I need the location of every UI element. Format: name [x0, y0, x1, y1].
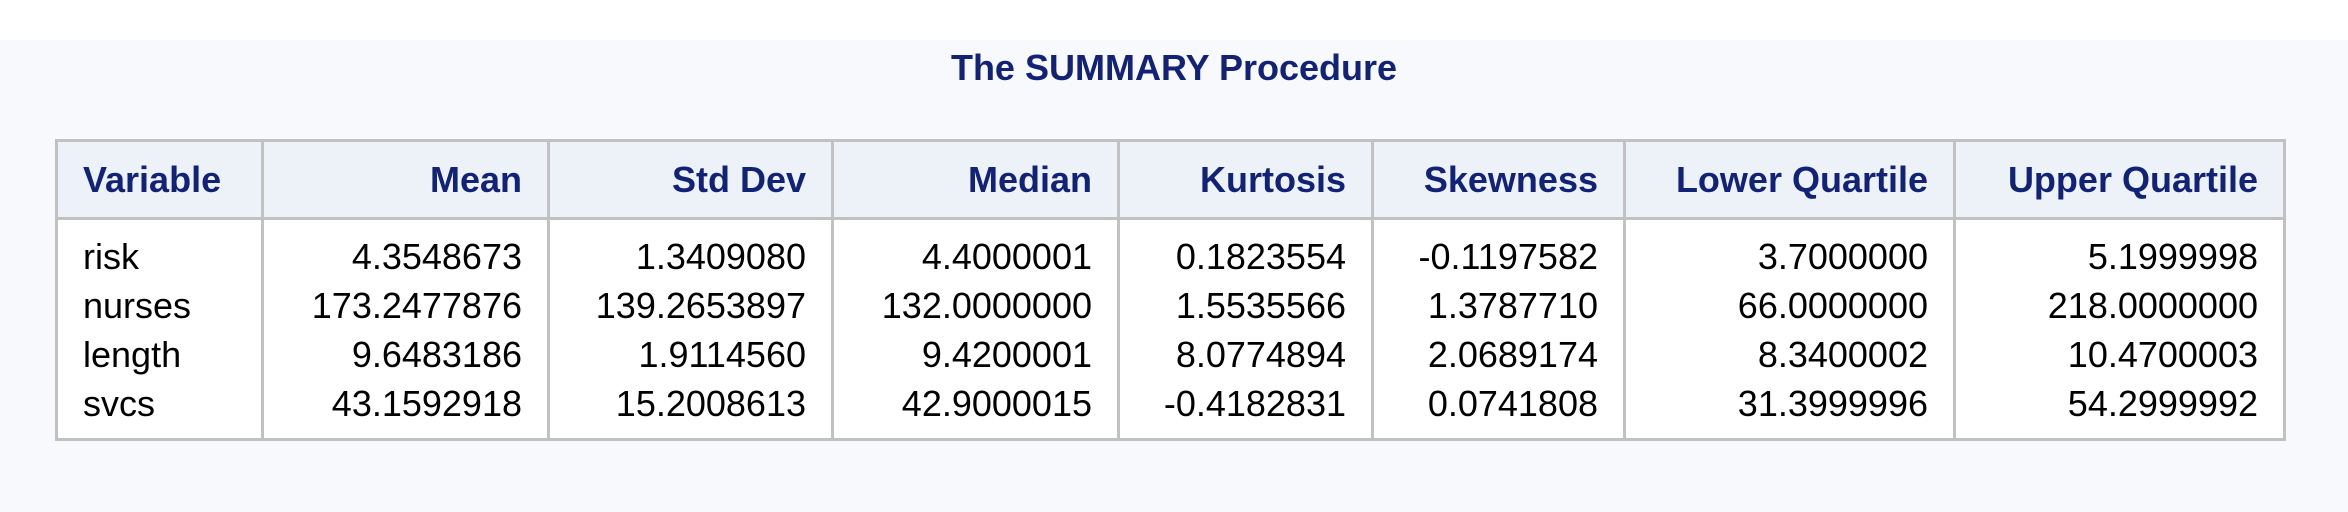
row-variable: risk — [55, 218, 264, 281]
cell-upper-quartile: 10.4700003 — [1953, 330, 2286, 379]
cell-lower-quartile: 8.3400002 — [1623, 330, 1956, 379]
header-median: Median — [831, 140, 1120, 220]
summary-table-container: Variable Mean Std Dev Median Kurtosis Sk… — [55, 139, 2286, 441]
cell-std-dev: 1.3409080 — [547, 218, 834, 281]
cell-kurtosis: 0.1823554 — [1117, 218, 1374, 281]
cell-skewness: 0.0741808 — [1371, 379, 1626, 440]
cell-upper-quartile: 218.0000000 — [1953, 281, 2286, 330]
cell-mean: 43.1592918 — [261, 379, 550, 440]
table-row: svcs 43.1592918 15.2008613 42.9000015 -0… — [55, 379, 2286, 440]
cell-std-dev: 15.2008613 — [547, 379, 834, 440]
cell-std-dev: 139.2653897 — [547, 281, 834, 330]
table-row: length 9.6483186 1.9114560 9.4200001 8.0… — [55, 330, 2286, 379]
cell-upper-quartile: 5.1999998 — [1953, 218, 2286, 281]
cell-kurtosis: -0.4182831 — [1117, 379, 1374, 440]
cell-mean: 9.6483186 — [261, 330, 550, 379]
cell-skewness: 2.0689174 — [1371, 330, 1626, 379]
header-upper-quartile: Upper Quartile — [1953, 140, 2286, 220]
procedure-title: The SUMMARY Procedure — [950, 47, 1398, 88]
cell-skewness: 1.3787710 — [1371, 281, 1626, 330]
row-variable: nurses — [55, 281, 264, 330]
cell-mean: 4.3548673 — [261, 218, 550, 281]
cell-kurtosis: 8.0774894 — [1117, 330, 1374, 379]
header-mean: Mean — [261, 140, 550, 220]
cell-median: 9.4200001 — [831, 330, 1120, 379]
header-variable: Variable — [55, 140, 264, 220]
header-row: Variable Mean Std Dev Median Kurtosis Sk… — [55, 140, 2286, 220]
cell-skewness: -0.1197582 — [1371, 218, 1626, 281]
cell-lower-quartile: 3.7000000 — [1623, 218, 1956, 281]
cell-lower-quartile: 66.0000000 — [1623, 281, 1956, 330]
header-skewness: Skewness — [1371, 140, 1626, 220]
row-variable: length — [55, 330, 264, 379]
cell-median: 42.9000015 — [831, 379, 1120, 440]
summary-table: Variable Mean Std Dev Median Kurtosis Sk… — [55, 139, 2286, 441]
cell-lower-quartile: 31.3999996 — [1623, 379, 1956, 440]
cell-median: 132.0000000 — [831, 281, 1120, 330]
cell-kurtosis: 1.5535566 — [1117, 281, 1374, 330]
header-std-dev: Std Dev — [547, 140, 834, 220]
row-variable: svcs — [55, 379, 264, 440]
cell-median: 4.4000001 — [831, 218, 1120, 281]
table-row: risk 4.3548673 1.3409080 4.4000001 0.182… — [55, 218, 2286, 281]
table-row: nurses 173.2477876 139.2653897 132.00000… — [55, 281, 2286, 330]
cell-upper-quartile: 54.2999992 — [1953, 379, 2286, 440]
header-kurtosis: Kurtosis — [1117, 140, 1374, 220]
cell-std-dev: 1.9114560 — [547, 330, 834, 379]
cell-mean: 173.2477876 — [261, 281, 550, 330]
header-lower-quartile: Lower Quartile — [1623, 140, 1956, 220]
